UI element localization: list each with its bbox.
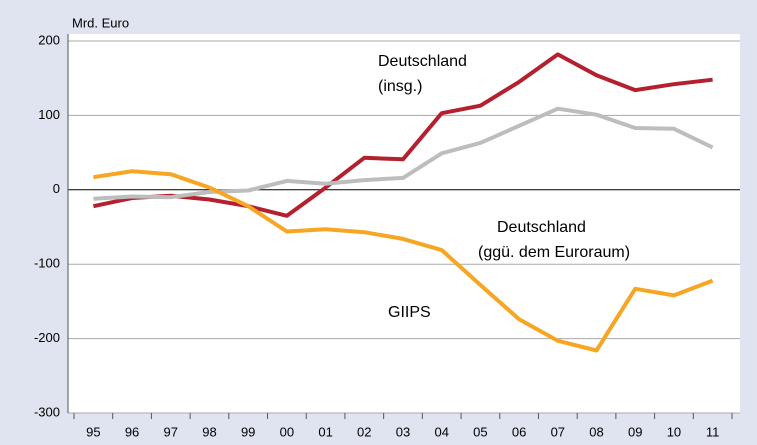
x-tick-label: 11 <box>706 424 720 439</box>
x-tick-label: 01 <box>318 424 332 439</box>
y-tick-label: 200 <box>38 32 60 47</box>
line <box>93 106 714 201</box>
y-tick-label: 100 <box>38 107 60 122</box>
x-tick-label: 05 <box>473 424 487 439</box>
x-tick-label: 07 <box>551 424 565 439</box>
x-tick-label: 95 <box>86 424 100 439</box>
x-tick-label: 99 <box>241 424 255 439</box>
x-tick-label: 97 <box>164 424 178 439</box>
plot-area <box>68 34 740 413</box>
y-tick-label: -300 <box>34 404 60 419</box>
y-tick-label: -100 <box>34 256 60 271</box>
y-tick-label: -200 <box>34 330 60 345</box>
x-tick-label: 96 <box>125 424 139 439</box>
series-label: Deutschland <box>497 219 586 236</box>
y-axis-label: Mrd. Euro <box>72 15 129 30</box>
y-tick-label: 0 <box>53 181 60 196</box>
x-tick-label: 03 <box>396 424 410 439</box>
x-tick-label: 08 <box>589 424 603 439</box>
series-label: Deutschland <box>378 53 467 70</box>
x-tick-label: 98 <box>202 424 216 439</box>
series-label: (insg.) <box>378 78 422 95</box>
series-label: (ggü. dem Euroraum) <box>478 244 630 261</box>
x-tick-label: 10 <box>667 424 681 439</box>
x-tick-label: 02 <box>357 424 371 439</box>
series-label: GIIPS <box>388 304 431 321</box>
x-tick-label: 00 <box>280 424 294 439</box>
x-tick-label: 09 <box>628 424 642 439</box>
x-tick-label: 04 <box>434 424 448 439</box>
x-tick-label: 06 <box>512 424 526 439</box>
line <box>93 169 714 353</box>
line <box>92 52 713 218</box>
